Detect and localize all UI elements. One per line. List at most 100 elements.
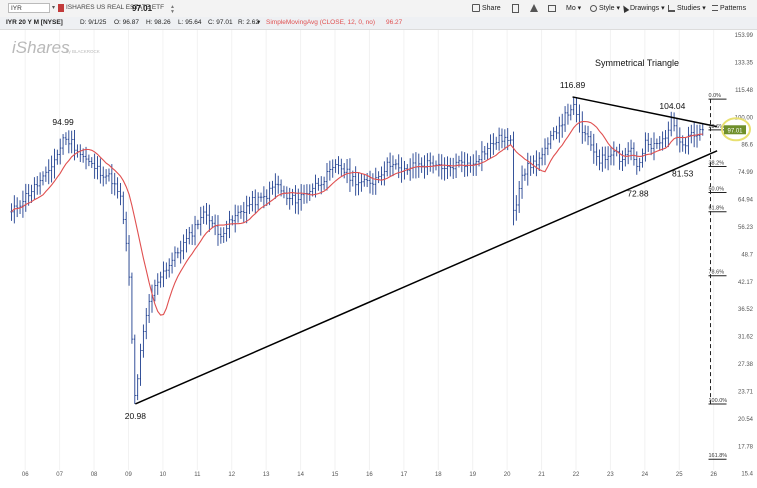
price-bar [188, 226, 191, 245]
price-bar [667, 121, 670, 148]
fib-level-label: 61.8% [709, 206, 725, 212]
drawings-button[interactable]: Drawings ▾ [620, 2, 665, 15]
y-tick-label: 23.71 [738, 389, 754, 395]
price-bar [340, 158, 343, 176]
price-bar [647, 132, 650, 152]
price-bar [609, 146, 613, 166]
watermark-logo: iShares [12, 38, 70, 57]
price-bar [391, 155, 395, 177]
price-bar [374, 167, 377, 195]
price-bar [274, 173, 277, 199]
price-bar [199, 206, 202, 236]
price-bar [145, 307, 148, 340]
price-bar [205, 202, 208, 225]
price-bar [368, 170, 372, 194]
studies-button[interactable]: Studies ▾ [668, 2, 706, 15]
x-tick-label: 19 [469, 472, 476, 478]
x-tick-label: 26 [710, 472, 717, 478]
price-bar [497, 127, 501, 151]
price-bar [87, 154, 91, 167]
price-bar [606, 146, 610, 171]
price-bar [36, 176, 39, 195]
price-bar [136, 374, 139, 401]
watermark-sub: by BLACKROCK [66, 49, 100, 54]
symbol-input[interactable]: IYR [8, 3, 50, 13]
bookmark-icon [512, 3, 519, 13]
price-bar [386, 157, 389, 177]
price-bar [363, 174, 366, 187]
y-tick-label: 17.78 [738, 444, 754, 450]
price-bar [96, 156, 99, 180]
price-bar [515, 195, 518, 221]
bookmark-button[interactable] [512, 2, 521, 15]
patterns-icon [712, 5, 718, 12]
price-bar [469, 156, 472, 173]
price-bar [47, 159, 50, 185]
timeframe-button[interactable]: Mo ▾ [566, 5, 582, 12]
symbol-name: ISHARES US REAL ESTATE ETF [66, 4, 165, 11]
price-bar [308, 184, 311, 201]
y-tick-label: 48.7 [741, 252, 753, 258]
price-bar [162, 261, 165, 288]
price-bar [222, 227, 225, 243]
flask-icon [530, 4, 538, 13]
style-button[interactable]: Style ▾ [590, 2, 620, 15]
price-annotation: 72.88 [627, 188, 649, 198]
price-bar [113, 172, 116, 196]
drawings-label: Drawings [630, 5, 660, 12]
price-bar [540, 147, 544, 166]
flask-button[interactable] [530, 2, 540, 15]
price-bar [443, 157, 446, 181]
y-tick-label: 56.23 [738, 225, 754, 231]
price-bar [297, 188, 300, 215]
price-bar [512, 131, 515, 226]
timeframe-label: Mo [566, 5, 576, 12]
print-button[interactable] [548, 2, 558, 15]
price-bar [684, 137, 687, 154]
price-bar [520, 165, 524, 199]
price-bar [50, 155, 53, 183]
price-bar [649, 137, 653, 156]
price-bar [285, 186, 289, 206]
price-bar [99, 158, 102, 184]
price-bar [394, 159, 398, 170]
price-bar [664, 129, 667, 148]
price-bar [595, 143, 598, 166]
price-bar [33, 177, 36, 200]
price-bar [572, 96, 575, 115]
price-bar [142, 324, 145, 358]
study-label[interactable]: SimpleMovingAvg (CLOSE, 12, 0, no) [266, 19, 375, 26]
price-bar [460, 151, 464, 173]
price-bar [21, 190, 25, 218]
price-bar [503, 129, 507, 150]
share-button[interactable]: Share [472, 2, 501, 15]
x-tick-label: 12 [228, 472, 235, 478]
price-bar [526, 152, 529, 186]
price-bar [265, 189, 268, 206]
price-bar [672, 112, 676, 132]
price-bar [426, 153, 429, 176]
y-tick-label: 31.62 [738, 335, 754, 341]
price-bar [351, 170, 355, 187]
price-bar [196, 219, 200, 230]
studies-label: Studies [677, 5, 701, 12]
current-price-badge [724, 125, 746, 135]
chevron-down-icon[interactable]: ▾ [52, 5, 56, 11]
price-bar [417, 153, 420, 178]
y-tick-label: 100.00 [735, 115, 754, 121]
patterns-button[interactable]: Patterns [712, 2, 746, 15]
price-bar [492, 133, 495, 155]
price-bar [84, 146, 88, 170]
study-settings-icon[interactable]: ▾ [257, 19, 261, 26]
price-bar [208, 204, 211, 232]
price-bar [322, 176, 326, 190]
price-bar [262, 186, 266, 209]
price-bar [529, 155, 532, 176]
price-bar [179, 240, 182, 264]
price-bar [168, 258, 171, 278]
price-bar [299, 184, 303, 211]
price-annotation: 104.04 [659, 101, 685, 111]
price-bar [360, 173, 363, 192]
price-bar [245, 195, 248, 224]
